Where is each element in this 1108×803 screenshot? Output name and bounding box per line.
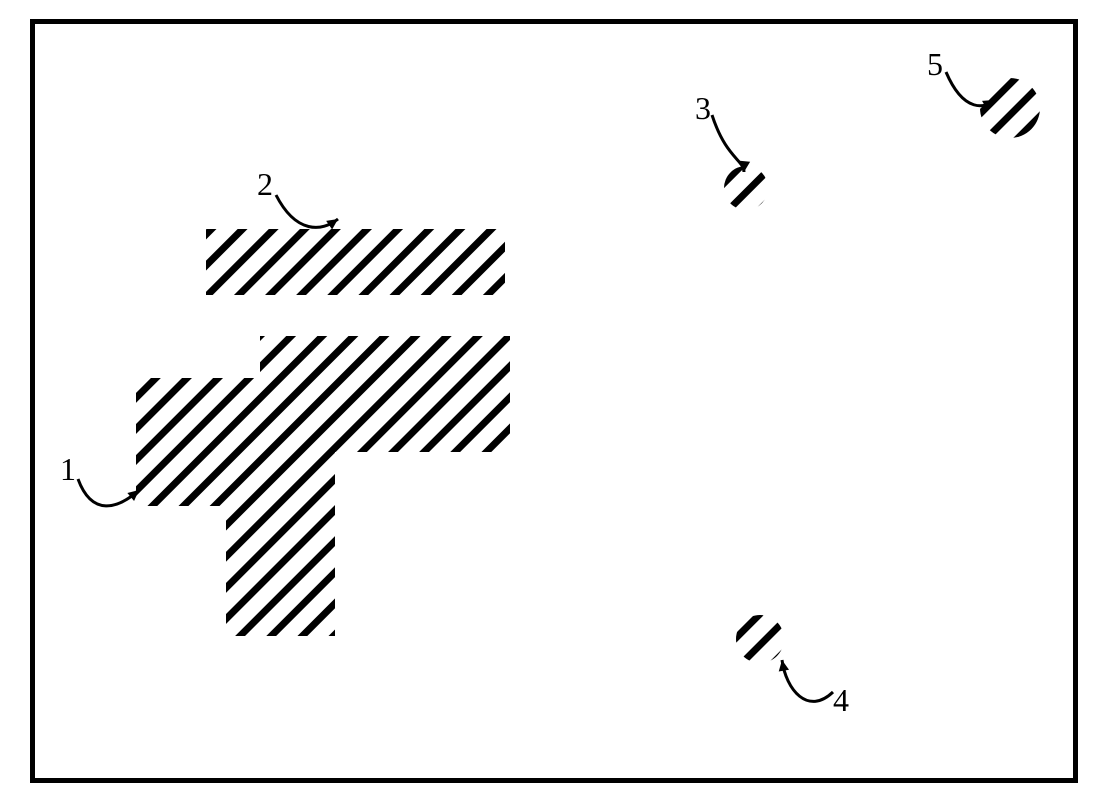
figure-canvas: 1 2 3 4 5	[0, 0, 1108, 803]
leader-line-5	[0, 0, 1108, 803]
